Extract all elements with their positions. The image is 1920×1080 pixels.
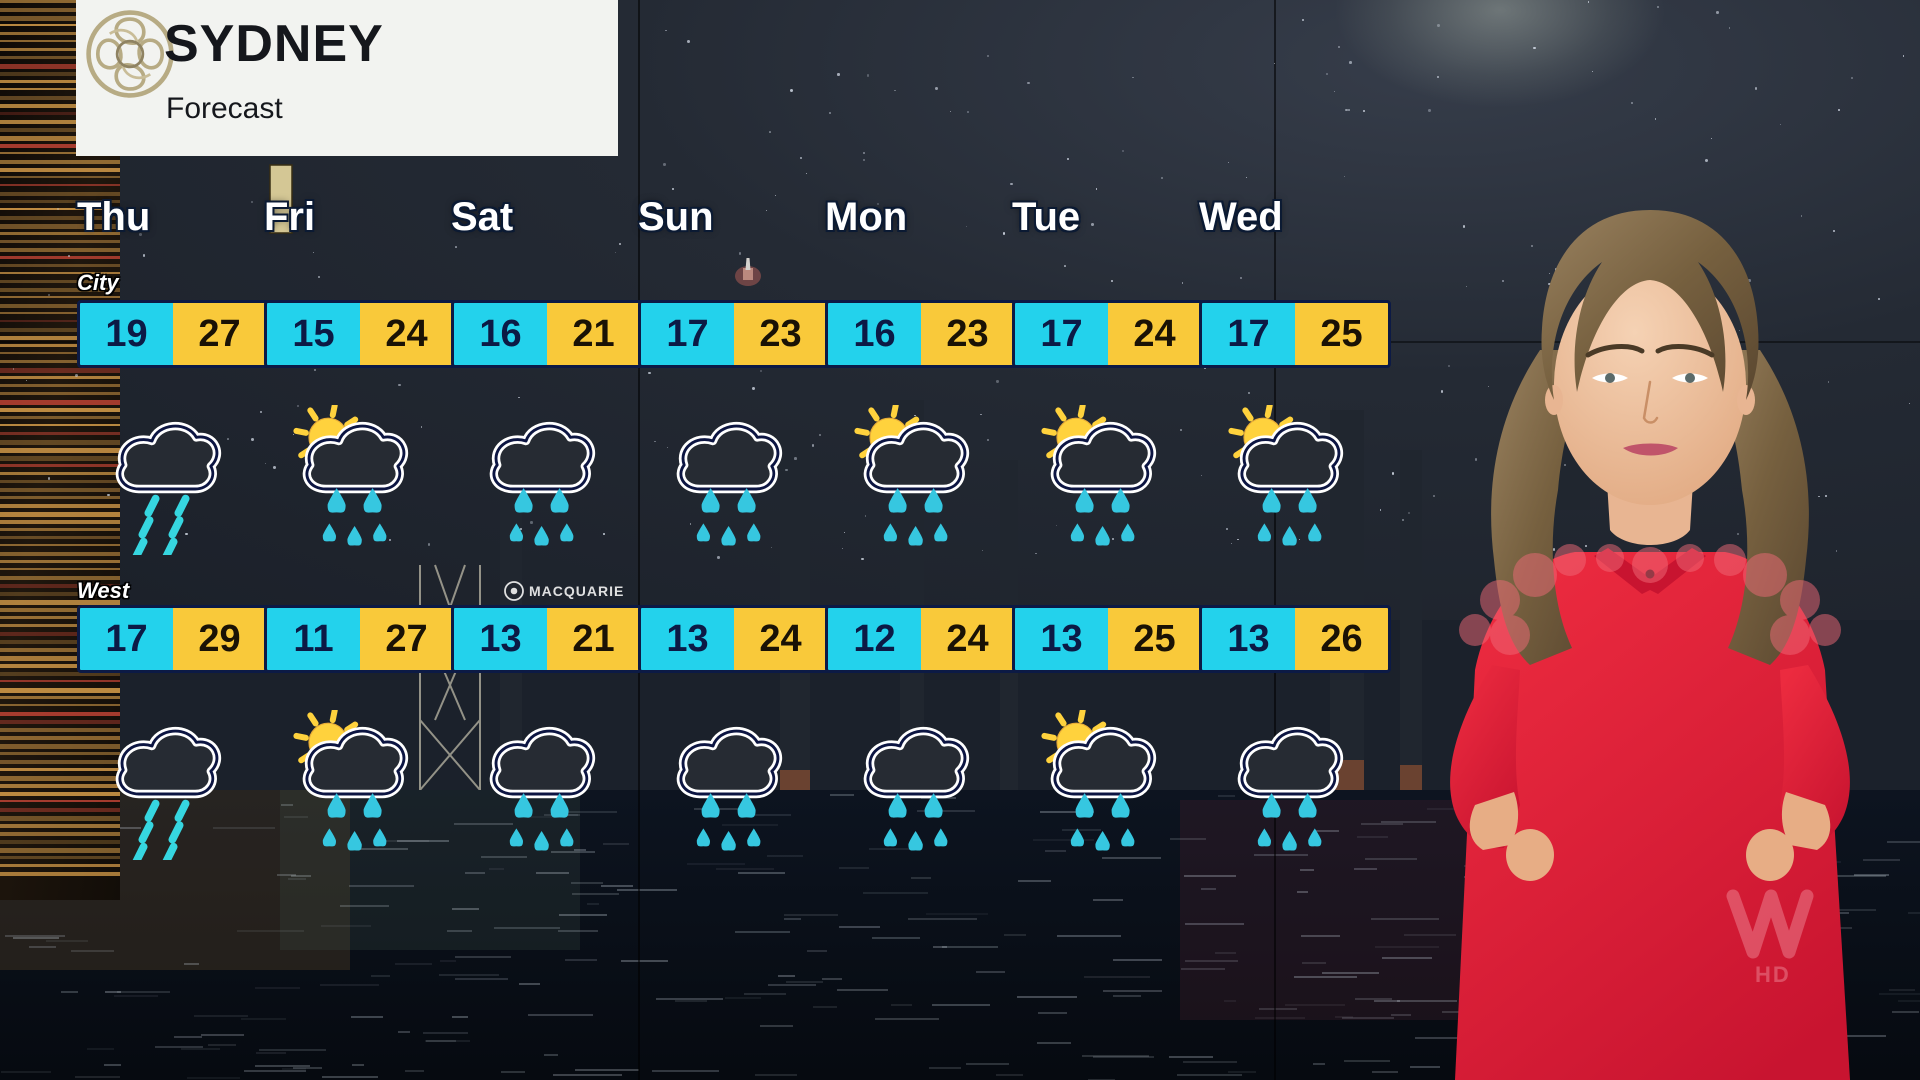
svg-text:MACQUARIE: MACQUARIE [529,583,624,599]
svg-text:HD: HD [1755,962,1791,987]
